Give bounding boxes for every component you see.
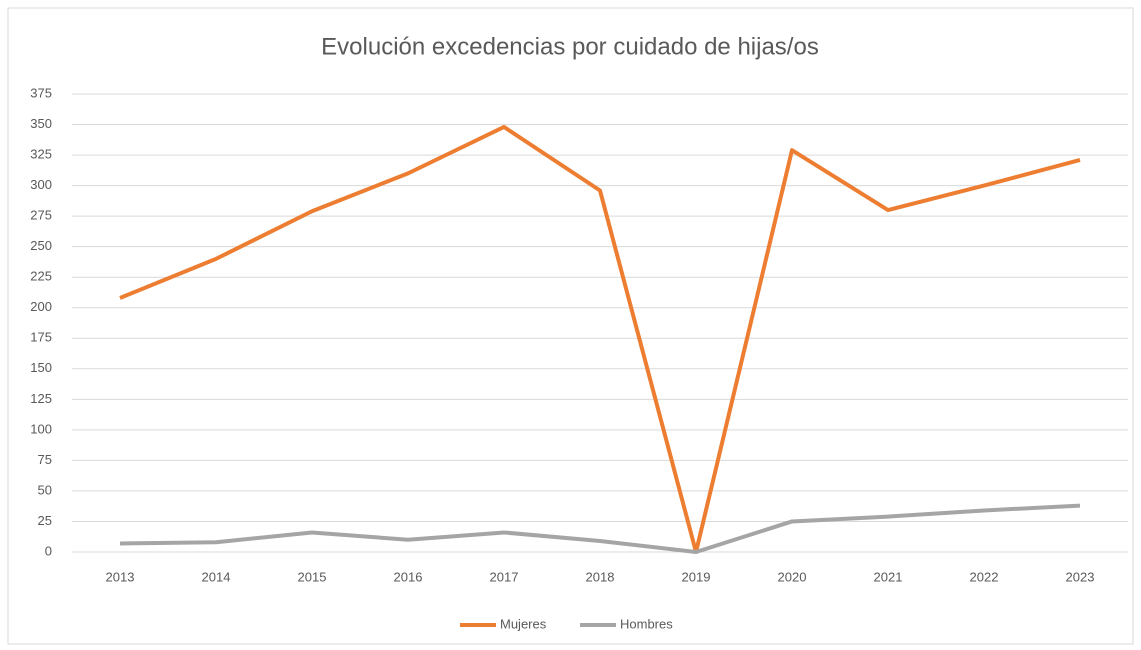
legend-label: Hombres — [620, 616, 673, 631]
y-tick-label: 200 — [30, 299, 52, 314]
y-tick-label: 50 — [38, 482, 52, 497]
x-tick-label: 2020 — [778, 569, 807, 584]
x-tick-label: 2013 — [106, 569, 135, 584]
y-tick-label: 350 — [30, 116, 52, 131]
y-tick-label: 75 — [38, 452, 52, 467]
x-tick-label: 2019 — [682, 569, 711, 584]
y-tick-label: 250 — [30, 238, 52, 253]
x-tick-label: 2023 — [1066, 569, 1095, 584]
chart-frame — [7, 7, 1134, 645]
y-tick-label: 100 — [30, 421, 52, 436]
y-tick-label: 300 — [30, 177, 52, 192]
x-tick-label: 2018 — [586, 569, 615, 584]
y-tick-label: 275 — [30, 208, 52, 223]
y-tick-label: 175 — [30, 330, 52, 345]
chart-title: Evolución excedencias por cuidado de hij… — [321, 33, 819, 60]
y-tick-label: 150 — [30, 360, 52, 375]
x-tick-label: 2022 — [970, 569, 999, 584]
x-tick-label: 2021 — [874, 569, 903, 584]
y-tick-label: 325 — [30, 147, 52, 162]
legend-label: Mujeres — [500, 616, 547, 631]
y-tick-label: 125 — [30, 391, 52, 406]
y-tick-label: 0 — [45, 543, 52, 558]
y-tick-label: 225 — [30, 269, 52, 284]
y-tick-label: 25 — [38, 513, 52, 528]
y-tick-label: 375 — [30, 85, 52, 100]
x-tick-label: 2014 — [202, 569, 231, 584]
data-line — [119, 503, 1081, 554]
x-tick-label: 2017 — [490, 569, 519, 584]
x-tick-label: 2015 — [298, 569, 327, 584]
data-line — [119, 124, 1081, 554]
x-tick-label: 2016 — [394, 569, 423, 584]
